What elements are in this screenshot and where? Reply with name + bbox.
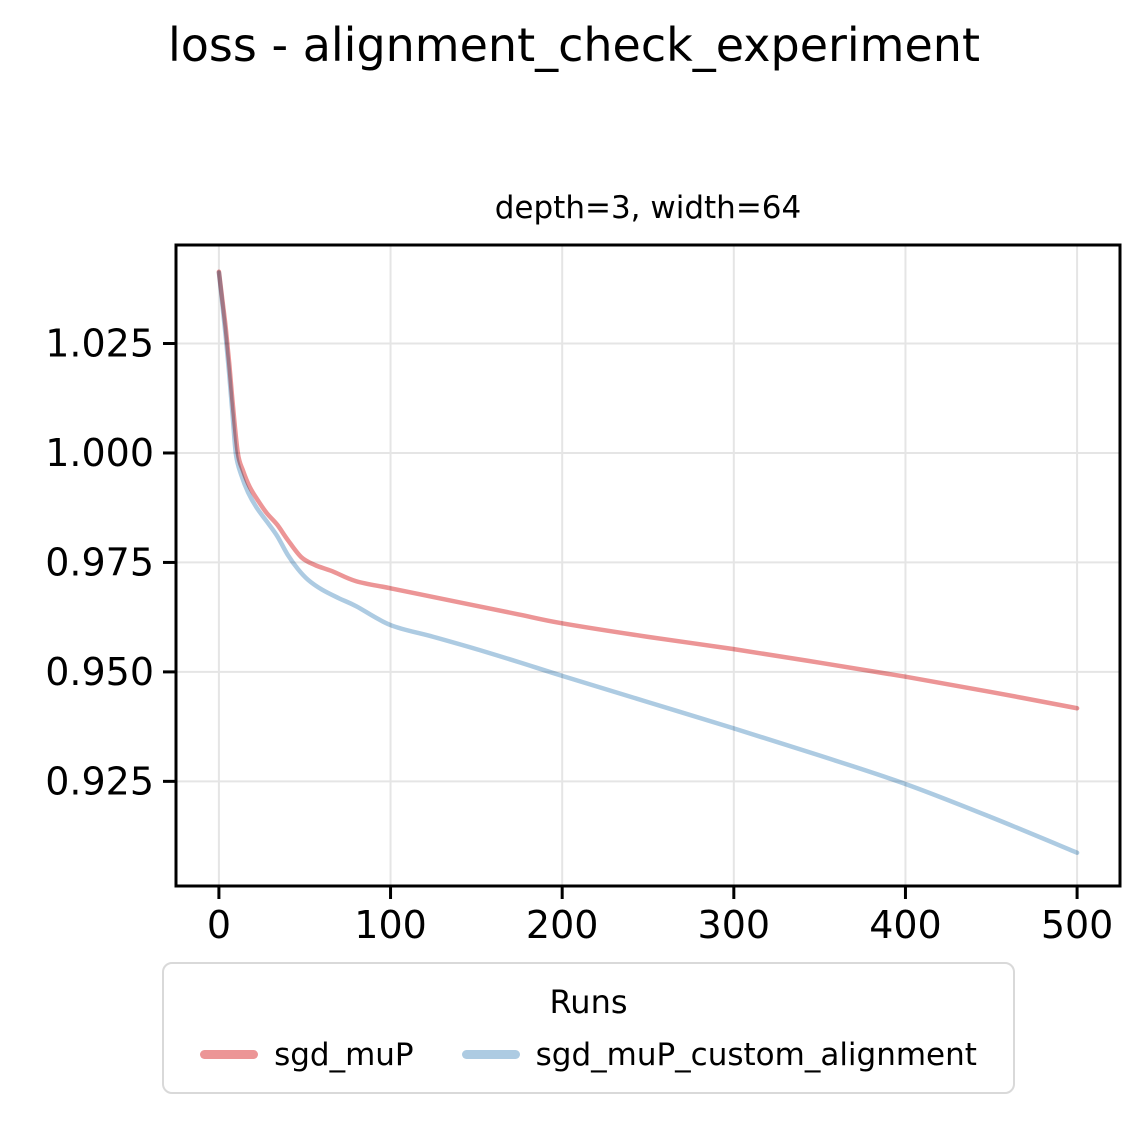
series-line-sgd_muP_custom_alignment [216, 270, 1080, 855]
x-tick-label: 200 [526, 903, 599, 947]
y-tick-label: 0.975 [45, 540, 154, 584]
axes-frame [174, 243, 1122, 888]
axes-subtitle: depth=3, width=64 [494, 190, 802, 226]
legend-row: sgd_muP sgd_muP_custom_alignment [200, 1037, 977, 1073]
x-tick-label: 400 [869, 903, 942, 947]
series-line-sgd_muP [216, 269, 1080, 711]
legend-swatch-sgd-mup-icon [200, 1050, 259, 1060]
legend-entry-sgd-mup-custom-alignment: sgd_muP_custom_alignment [461, 1036, 977, 1073]
legend-title: Runs [549, 983, 628, 1022]
y-tick-label: 1.000 [45, 431, 154, 475]
x-tick-label: 0 [207, 903, 231, 947]
legend-entry-sgd-mup: sgd_muP [200, 1037, 414, 1073]
legend-label-sgd-mup: sgd_muP [274, 1036, 414, 1073]
y-tick-label: 0.950 [45, 650, 154, 694]
x-tick-label: 300 [698, 903, 771, 947]
legend-label-sgd-mup-custom-alignment: sgd_muP_custom_alignment [535, 1036, 977, 1073]
chart-title: loss - alignment_check_experiment [168, 18, 980, 72]
y-tick-label: 0.925 [45, 759, 154, 803]
y-tick-label: 1.025 [45, 322, 154, 366]
x-tick-label: 100 [354, 903, 427, 947]
x-tick-label: 500 [1041, 903, 1114, 947]
legend-swatch-sgd-mup-custom-alignment-icon [461, 1050, 520, 1060]
legend: Runs sgd_muP sgd_muP_custom_alignment [162, 962, 1015, 1094]
